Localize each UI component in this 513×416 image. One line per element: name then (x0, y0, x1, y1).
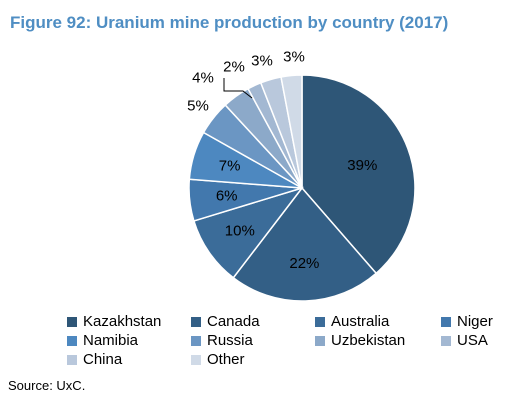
data-label-china: 3% (251, 53, 273, 70)
pie-slice-kazakhstan (301, 74, 416, 275)
legend-label: China (83, 351, 123, 368)
legend-label: Niger (457, 313, 493, 330)
legend-swatch (441, 335, 451, 346)
data-label-namibia: 7% (219, 158, 241, 175)
legend-swatch (67, 316, 77, 327)
legend-label: Russia (207, 332, 253, 349)
legend-swatch (67, 354, 77, 365)
legend-item-usa: USA (441, 332, 488, 349)
legend-item-niger: Niger (441, 313, 493, 330)
data-label-usa: 2% (223, 59, 245, 76)
legend-item-namibia: Namibia (67, 332, 138, 349)
legend-swatch (315, 335, 325, 346)
data-label-canada: 22% (289, 255, 319, 272)
data-label-australia: 10% (225, 223, 255, 240)
legend-swatch (67, 335, 77, 346)
data-label-kazakhstan: 39% (347, 157, 377, 174)
legend-item-canada: Canada (191, 313, 260, 330)
legend-label: Other (207, 351, 245, 368)
data-label-niger: 6% (216, 188, 238, 205)
legend-label: Australia (331, 313, 390, 330)
legend-item-uzbekistan: Uzbekistan (315, 332, 405, 349)
legend-swatch (315, 316, 325, 327)
data-label-uzbekistan: 4% (192, 70, 214, 87)
legend-item-russia: Russia (191, 332, 253, 349)
source-note: Source: UxC. (8, 378, 86, 393)
leader-line-usa (223, 78, 253, 99)
data-label-other: 3% (283, 49, 305, 66)
pie-slice-canada (232, 186, 378, 302)
legend-label: Uzbekistan (331, 332, 406, 349)
legend-item-china: China (67, 351, 122, 368)
chart-title: Figure 92: Uranium mine production by co… (10, 13, 449, 32)
legend-item-kazakhstan: Kazakhstan (67, 313, 161, 330)
data-label-russia: 5% (187, 98, 209, 115)
legend-item-australia: Australia (315, 313, 389, 330)
legend-label: Namibia (83, 332, 139, 349)
legend-label: Canada (207, 313, 260, 330)
legend-swatch (191, 354, 201, 365)
legend-swatch (191, 316, 201, 327)
legend-swatch (191, 335, 201, 346)
pie-slice-other (280, 74, 303, 189)
legend-item-other: Other (191, 351, 245, 368)
legend-swatch (441, 316, 451, 327)
legend-label: USA (457, 332, 488, 349)
legend-label: Kazakhstan (83, 313, 162, 330)
